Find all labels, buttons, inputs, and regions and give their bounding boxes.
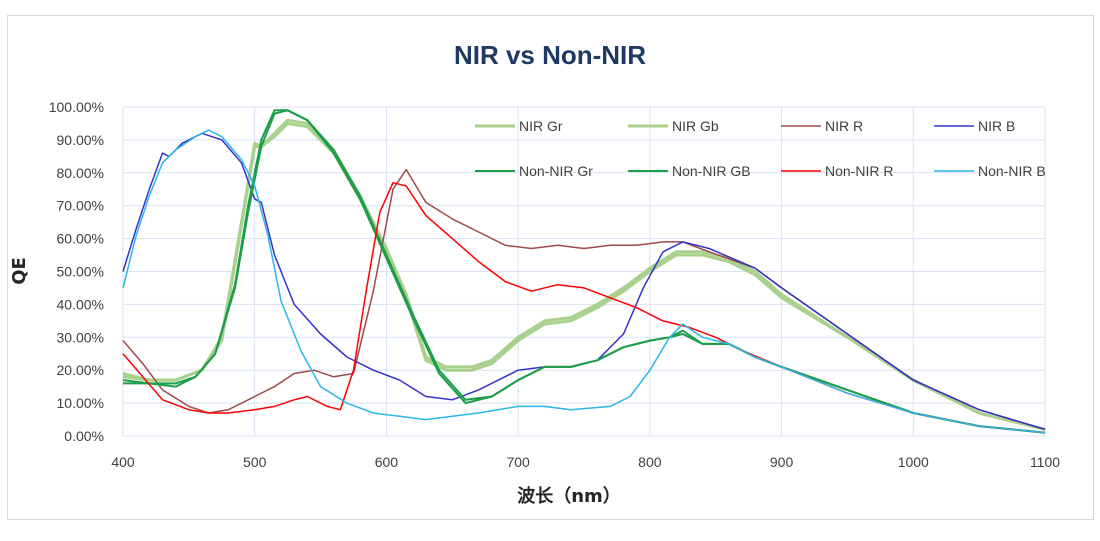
y-tick-label: 50.00% <box>57 264 104 280</box>
legend-label: Non-NIR Gr <box>519 163 593 179</box>
series-layer <box>122 109 1046 434</box>
y-tick-label: 60.00% <box>57 231 104 247</box>
series-line-non-nir-b <box>122 129 1046 434</box>
y-tick-label: 10.00% <box>57 395 104 411</box>
y-tick-label: 30.00% <box>57 329 104 345</box>
y-tick-label: 40.00% <box>57 296 104 312</box>
legend-item-nir-gb: NIR Gb <box>628 118 719 134</box>
series-line-nir-gb <box>122 121 1046 431</box>
legend-item-non-nir-gb: Non-NIR GB <box>628 163 751 179</box>
x-tick-label: 700 <box>506 454 530 470</box>
x-tick-label: 1100 <box>1030 454 1060 470</box>
series-line-nir-r <box>122 168 1046 431</box>
gridlines <box>122 106 1046 437</box>
x-tick-label: 1000 <box>898 454 929 470</box>
chart-title: NIR vs Non-NIR <box>454 40 646 70</box>
legend-item-nir-gr: NIR Gr <box>475 118 563 134</box>
legend-label: Non-NIR GB <box>672 163 751 179</box>
y-tick-label: 20.00% <box>57 362 104 378</box>
x-tick-label: 500 <box>243 454 267 470</box>
x-axis-ticks: 400 500 600 700 800 900 1000 1100 <box>111 454 1060 470</box>
legend-item-non-nir-b: Non-NIR B <box>934 163 1046 179</box>
y-tick-label: 0.00% <box>64 428 104 444</box>
y-tick-label: 70.00% <box>57 198 104 214</box>
y-tick-label: 80.00% <box>57 165 104 181</box>
legend-item-nir-r: NIR R <box>781 118 863 134</box>
legend-item-non-nir-gr: Non-NIR Gr <box>475 163 593 179</box>
x-tick-label: 800 <box>638 454 662 470</box>
legend-label: NIR Gb <box>672 118 719 134</box>
legend-label: Non-NIR R <box>825 163 893 179</box>
x-tick-label: 600 <box>375 454 399 470</box>
x-tick-label: 400 <box>111 454 135 470</box>
x-axis-title: 波长（nm） <box>517 485 621 507</box>
legend: NIR Gr NIR Gb NIR R NIR B Non-NIR Gr Non-NIR … <box>475 118 1046 179</box>
y-tick-label: 90.00% <box>57 132 104 148</box>
legend-label: NIR R <box>825 118 863 134</box>
x-tick-label: 900 <box>770 454 794 470</box>
legend-label: Non-NIR B <box>978 163 1046 179</box>
series-line-non-nir-r <box>122 181 1046 434</box>
legend-label: NIR Gr <box>519 118 563 134</box>
y-axis-ticks: 0.00% 10.00% 20.00% 30.00% 40.00% 50.00% 60.00… <box>49 99 104 444</box>
y-tick-label: 100.00% <box>49 99 104 115</box>
legend-item-nir-b: NIR B <box>934 118 1015 134</box>
legend-label: NIR B <box>978 118 1015 134</box>
y-axis-title: QE <box>9 257 30 285</box>
legend-item-non-nir-r: Non-NIR R <box>781 163 893 179</box>
